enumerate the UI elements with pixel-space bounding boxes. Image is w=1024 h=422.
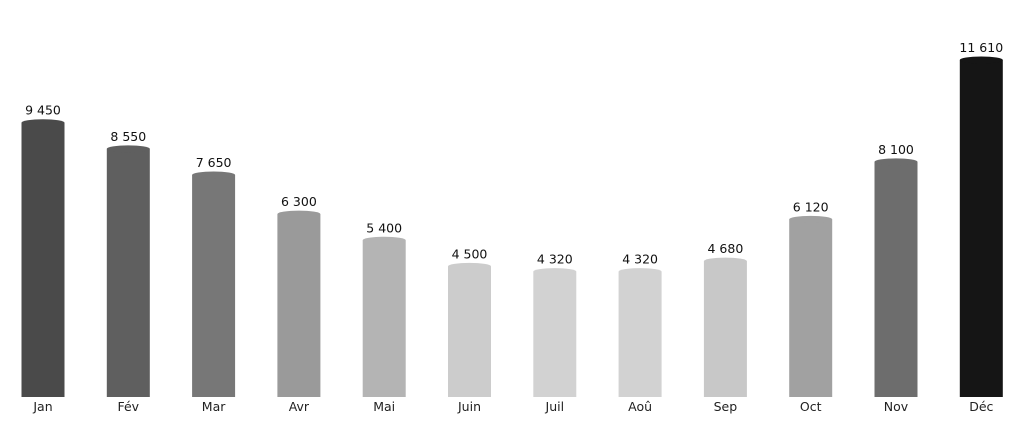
category-label-oct: Oct [800, 399, 822, 414]
bar-avr [277, 210, 321, 397]
bar-juin [448, 262, 491, 397]
category-label-aou: Aoû [628, 399, 652, 414]
bar-oct [789, 215, 833, 397]
category-label-jan: Jan [32, 399, 52, 414]
value-label-oct: 6 120 [793, 199, 829, 214]
value-label-sep: 4 680 [708, 241, 744, 256]
bar-cap-juin [448, 262, 491, 270]
bar-cap-mai [362, 236, 406, 244]
bar-cap-sep [703, 257, 747, 265]
value-label-jan: 9 450 [25, 103, 61, 118]
bar-body-juin [448, 266, 491, 397]
bar-body-juil [533, 271, 577, 397]
bar-cap-juil [533, 268, 577, 276]
bar-cap-nov [874, 158, 918, 166]
bar-body-fev [106, 148, 150, 397]
value-label-mar: 7 650 [196, 155, 232, 170]
bar-aou [618, 268, 662, 397]
value-label-mai: 5 400 [366, 220, 402, 235]
category-label-fev: Fév [117, 399, 139, 414]
value-label-dec: 11 610 [959, 40, 1003, 55]
bar-body-avr [277, 214, 321, 397]
category-label-sep: Sep [714, 399, 738, 414]
bar-body-sep [703, 261, 747, 397]
bars-layer [21, 56, 1003, 397]
bar-body-mar [192, 174, 236, 397]
category-labels-layer: Jan Fév Mar Avr Mai Juin Juil Aoû Sep Oct Nov Déc [32, 399, 993, 414]
bar-body-aou [618, 271, 662, 397]
category-label-nov: Nov [884, 399, 909, 414]
bar-juil [533, 268, 577, 397]
bar-cap-fev [106, 145, 150, 153]
category-label-mai: Mai [373, 399, 395, 414]
category-label-juil: Juil [545, 399, 565, 414]
bar-body-nov [874, 161, 918, 397]
bar-nov [874, 158, 918, 397]
bar-sep [703, 257, 747, 397]
category-label-avr: Avr [289, 399, 310, 414]
bar-fev [106, 145, 150, 397]
bar-cap-jan [21, 119, 65, 127]
value-label-juil: 4 320 [537, 252, 573, 267]
category-label-dec: Déc [969, 399, 993, 414]
bar-cap-mar [192, 171, 236, 179]
value-label-avr: 6 300 [281, 194, 317, 209]
bar-mar [192, 171, 236, 397]
bar-body-dec [959, 60, 1003, 397]
bar-cap-oct [789, 215, 833, 223]
value-label-juin: 4 500 [452, 246, 488, 261]
category-label-mar: Mar [202, 399, 226, 414]
bar-body-jan [21, 122, 65, 397]
value-label-nov: 8 100 [878, 142, 914, 157]
value-label-fev: 8 550 [110, 129, 146, 144]
bar-dec [959, 56, 1003, 397]
bar-cap-aou [618, 268, 662, 276]
bar-body-oct [789, 219, 833, 397]
category-label-juin: Juin [457, 399, 481, 414]
bar-mai [362, 236, 406, 397]
value-label-aou: 4 320 [622, 252, 658, 267]
bar-cap-dec [959, 56, 1003, 64]
bar-jan [21, 119, 65, 397]
value-labels-layer: 9 450 8 550 7 650 6 300 5 400 4 500 4 320 4 320… [25, 40, 1003, 267]
bar-body-mai [362, 240, 406, 397]
bar-cap-avr [277, 210, 321, 218]
